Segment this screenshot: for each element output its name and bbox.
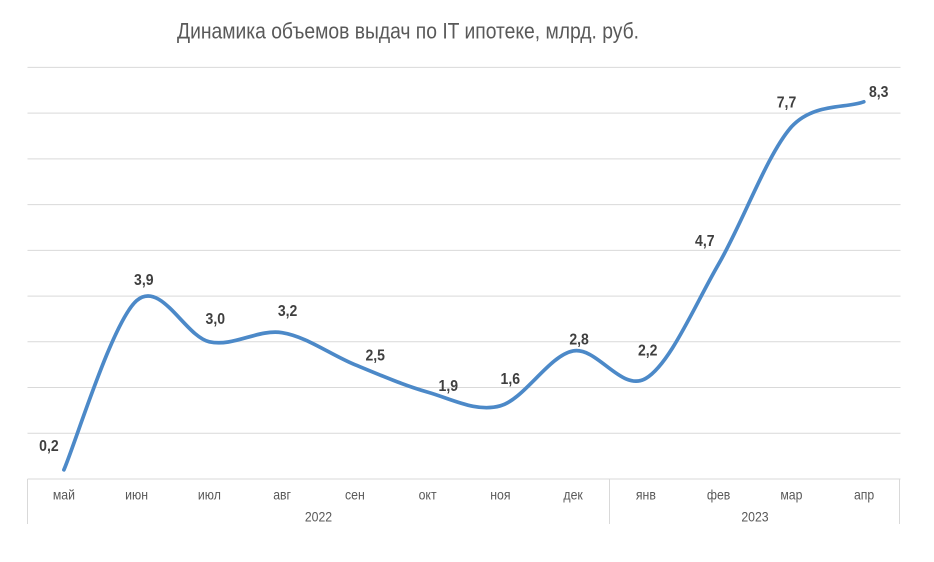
svg-text:июн: июн (125, 487, 148, 503)
svg-text:дек: дек (563, 487, 583, 503)
svg-text:2,2: 2,2 (638, 343, 658, 360)
svg-text:фев: фев (707, 487, 731, 503)
svg-text:2,5: 2,5 (365, 347, 385, 364)
svg-text:4,7: 4,7 (695, 233, 715, 250)
svg-text:авг: авг (273, 487, 291, 503)
svg-text:май: май (53, 487, 75, 503)
svg-text:Динамика объемов выдач по IT и: Динамика объемов выдач по IT ипотеке, мл… (177, 19, 639, 44)
svg-text:ноя: ноя (490, 487, 510, 503)
svg-text:2,8: 2,8 (569, 331, 589, 348)
svg-text:3,9: 3,9 (134, 272, 154, 289)
svg-text:сен: сен (345, 487, 365, 503)
svg-text:3,0: 3,0 (206, 311, 226, 328)
svg-text:окт: окт (419, 487, 438, 503)
svg-text:янв: янв (636, 487, 656, 503)
svg-text:8,3: 8,3 (869, 84, 889, 101)
svg-text:2022: 2022 (305, 508, 332, 524)
svg-text:мар: мар (780, 487, 802, 503)
svg-text:3,2: 3,2 (278, 303, 298, 320)
svg-text:апр: апр (854, 487, 874, 503)
svg-text:1,6: 1,6 (501, 371, 521, 388)
svg-text:7,7: 7,7 (777, 94, 797, 111)
svg-text:2023: 2023 (741, 508, 768, 524)
svg-text:0,2: 0,2 (39, 438, 59, 455)
svg-text:1,9: 1,9 (439, 378, 459, 395)
svg-text:июл: июл (198, 487, 221, 503)
